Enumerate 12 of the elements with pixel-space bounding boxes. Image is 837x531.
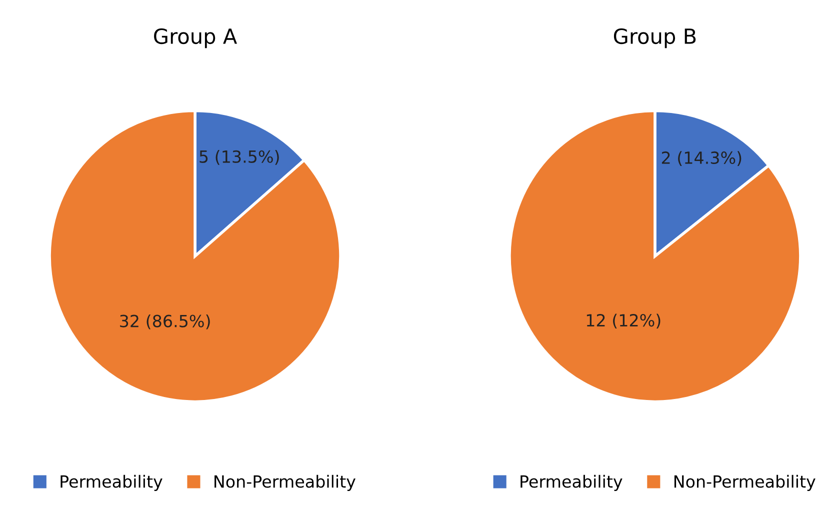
legend-label: Non-Permeability [674,474,816,492]
legend-label: Permeability [60,474,162,492]
pie-slice [48,109,342,404]
chart-title: Group A [154,28,237,48]
data-label: 2 (14.3%) [662,151,742,166]
chart-title: Group B [614,28,696,48]
legend-label: Permeability [520,474,622,492]
data-label: 32 (86.5%) [120,314,210,330]
data-label: 5 (13.5%) [200,150,279,165]
legend-label: Non-Permeability [214,474,356,492]
pie-slice [508,109,802,404]
data-label: 12 (12%) [586,314,660,329]
